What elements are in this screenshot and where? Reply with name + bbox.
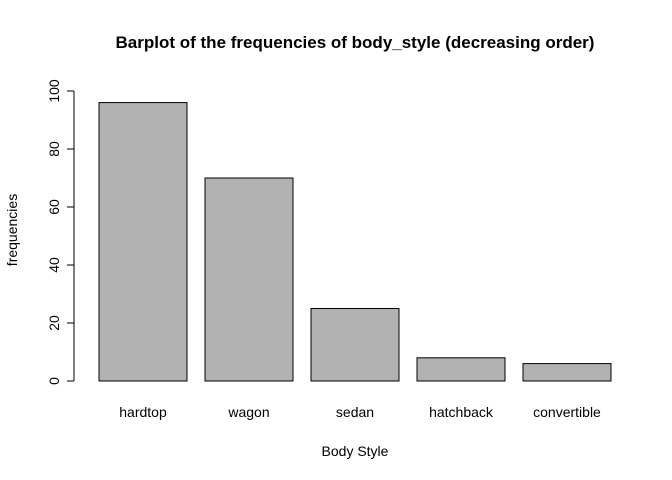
y-tick-label: 60 <box>46 199 62 215</box>
bar-hardtop <box>98 102 188 382</box>
y-tick-label: 20 <box>46 315 62 331</box>
y-axis: 0 20 40 60 80 100 <box>46 79 75 385</box>
bar-convertible <box>522 363 612 382</box>
y-axis-label: frequencies <box>4 194 20 266</box>
x-axis-label: Body Style <box>322 443 389 459</box>
y-tick-label: 100 <box>46 79 62 103</box>
y-tick-label: 80 <box>46 141 62 157</box>
y-tick-label: 0 <box>46 377 62 385</box>
x-tick-label-hardtop: hardtop <box>119 404 167 420</box>
bar-sedan <box>310 308 400 382</box>
y-tick-label: 40 <box>46 257 62 273</box>
x-tick-label-convertible: convertible <box>533 404 601 420</box>
x-tick-label-wagon: wagon <box>227 404 269 420</box>
x-tick-label-sedan: sedan <box>336 404 374 420</box>
x-tick-labels: hardtop wagon sedan hatchback convertible <box>119 404 601 420</box>
x-tick-label-hatchback: hatchback <box>429 404 494 420</box>
chart-title: Barplot of the frequencies of body_style… <box>116 33 595 52</box>
bar-wagon <box>204 177 294 382</box>
bars-group <box>98 102 612 382</box>
bar-hatchback <box>416 357 506 382</box>
